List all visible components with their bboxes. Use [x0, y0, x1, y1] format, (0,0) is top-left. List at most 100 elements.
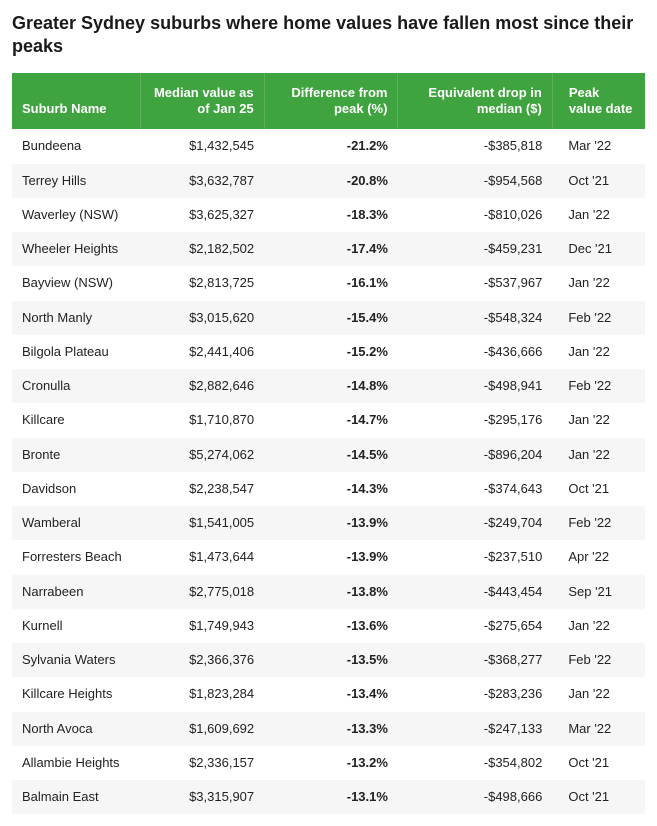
cell-date: Oct '21	[552, 164, 645, 198]
cell-date: Sep '21	[552, 575, 645, 609]
cell-date: Feb '22	[552, 506, 645, 540]
cell-diff: -17.4%	[264, 232, 398, 266]
cell-drop: -$436,666	[398, 335, 552, 369]
cell-date: Oct '21	[552, 472, 645, 506]
table-row: Bundeena$1,432,545-21.2%-$385,818Mar '22	[12, 129, 645, 163]
cell-drop: -$374,643	[398, 472, 552, 506]
cell-drop: -$459,231	[398, 232, 552, 266]
cell-diff: -14.7%	[264, 403, 398, 437]
cell-suburb: Sylvania Waters	[12, 643, 141, 677]
cell-suburb: Cronulla	[12, 369, 141, 403]
table-row: Waverley (NSW)$3,625,327-18.3%-$810,026J…	[12, 198, 645, 232]
cell-drop: -$295,176	[398, 403, 552, 437]
cell-date: Oct '21	[552, 746, 645, 780]
cell-date: Jan '22	[552, 198, 645, 232]
cell-median: $1,823,284	[141, 677, 265, 711]
cell-suburb: Bayview (NSW)	[12, 266, 141, 300]
cell-median: $1,541,005	[141, 506, 265, 540]
cell-date: Oct '21	[552, 780, 645, 814]
cell-suburb: North Manly	[12, 301, 141, 335]
cell-suburb: Bilgola Plateau	[12, 335, 141, 369]
cell-median: $2,882,646	[141, 369, 265, 403]
cell-drop: -$249,704	[398, 506, 552, 540]
table-row: North Manly$3,015,620-15.4%-$548,324Feb …	[12, 301, 645, 335]
table-row: Killcare$1,710,870-14.7%-$295,176Jan '22	[12, 403, 645, 437]
cell-median: $2,775,018	[141, 575, 265, 609]
cell-median: $2,441,406	[141, 335, 265, 369]
cell-drop: -$810,026	[398, 198, 552, 232]
cell-drop: -$247,133	[398, 712, 552, 746]
cell-diff: -15.4%	[264, 301, 398, 335]
cell-median: $2,238,547	[141, 472, 265, 506]
header-row: Suburb Name Median value as of Jan 25 Di…	[12, 73, 645, 130]
cell-suburb: Wheeler Heights	[12, 232, 141, 266]
cell-suburb: Wamberal	[12, 506, 141, 540]
table-row: Cronulla$2,882,646-14.8%-$498,941Feb '22	[12, 369, 645, 403]
cell-median: $3,632,787	[141, 164, 265, 198]
cell-median: $1,473,644	[141, 540, 265, 574]
table-body: Bundeena$1,432,545-21.2%-$385,818Mar '22…	[12, 129, 645, 814]
cell-suburb: Allambie Heights	[12, 746, 141, 780]
cell-drop: -$275,654	[398, 609, 552, 643]
cell-drop: -$283,236	[398, 677, 552, 711]
cell-median: $2,182,502	[141, 232, 265, 266]
cell-suburb: Killcare	[12, 403, 141, 437]
cell-suburb: North Avoca	[12, 712, 141, 746]
cell-diff: -13.9%	[264, 540, 398, 574]
table-row: Terrey Hills$3,632,787-20.8%-$954,568Oct…	[12, 164, 645, 198]
cell-median: $3,015,620	[141, 301, 265, 335]
home-values-table: Suburb Name Median value as of Jan 25 Di…	[12, 73, 645, 815]
cell-date: Mar '22	[552, 712, 645, 746]
col-header-suburb: Suburb Name	[12, 73, 141, 130]
cell-drop: -$954,568	[398, 164, 552, 198]
cell-date: Feb '22	[552, 301, 645, 335]
cell-drop: -$896,204	[398, 438, 552, 472]
table-row: Bayview (NSW)$2,813,725-16.1%-$537,967Ja…	[12, 266, 645, 300]
cell-date: Feb '22	[552, 369, 645, 403]
cell-median: $2,366,376	[141, 643, 265, 677]
col-header-median: Median value as of Jan 25	[141, 73, 265, 130]
cell-median: $2,336,157	[141, 746, 265, 780]
cell-date: Dec '21	[552, 232, 645, 266]
cell-suburb: Killcare Heights	[12, 677, 141, 711]
cell-drop: -$498,666	[398, 780, 552, 814]
cell-diff: -13.4%	[264, 677, 398, 711]
cell-suburb: Balmain East	[12, 780, 141, 814]
cell-drop: -$237,510	[398, 540, 552, 574]
cell-median: $1,432,545	[141, 129, 265, 163]
cell-date: Jan '22	[552, 438, 645, 472]
cell-date: Jan '22	[552, 403, 645, 437]
cell-diff: -16.1%	[264, 266, 398, 300]
cell-drop: -$498,941	[398, 369, 552, 403]
cell-diff: -13.2%	[264, 746, 398, 780]
cell-median: $3,315,907	[141, 780, 265, 814]
cell-suburb: Waverley (NSW)	[12, 198, 141, 232]
cell-median: $3,625,327	[141, 198, 265, 232]
table-row: Forresters Beach$1,473,644-13.9%-$237,51…	[12, 540, 645, 574]
cell-diff: -13.6%	[264, 609, 398, 643]
cell-date: Mar '22	[552, 129, 645, 163]
cell-diff: -14.8%	[264, 369, 398, 403]
cell-median: $1,609,692	[141, 712, 265, 746]
cell-suburb: Terrey Hills	[12, 164, 141, 198]
table-row: Wamberal$1,541,005-13.9%-$249,704Feb '22	[12, 506, 645, 540]
cell-suburb: Bronte	[12, 438, 141, 472]
cell-diff: -13.9%	[264, 506, 398, 540]
table-row: Bronte$5,274,062-14.5%-$896,204Jan '22	[12, 438, 645, 472]
table-row: Balmain East$3,315,907-13.1%-$498,666Oct…	[12, 780, 645, 814]
cell-date: Jan '22	[552, 266, 645, 300]
col-header-date: Peak value date	[552, 73, 645, 130]
cell-drop: -$385,818	[398, 129, 552, 163]
cell-diff: -13.8%	[264, 575, 398, 609]
cell-diff: -21.2%	[264, 129, 398, 163]
cell-diff: -13.1%	[264, 780, 398, 814]
cell-median: $1,749,943	[141, 609, 265, 643]
cell-diff: -18.3%	[264, 198, 398, 232]
table-row: Sylvania Waters$2,366,376-13.5%-$368,277…	[12, 643, 645, 677]
table-row: Kurnell$1,749,943-13.6%-$275,654Jan '22	[12, 609, 645, 643]
cell-diff: -13.3%	[264, 712, 398, 746]
table-row: Bilgola Plateau$2,441,406-15.2%-$436,666…	[12, 335, 645, 369]
cell-suburb: Davidson	[12, 472, 141, 506]
table-row: Wheeler Heights$2,182,502-17.4%-$459,231…	[12, 232, 645, 266]
table-row: Narrabeen$2,775,018-13.8%-$443,454Sep '2…	[12, 575, 645, 609]
